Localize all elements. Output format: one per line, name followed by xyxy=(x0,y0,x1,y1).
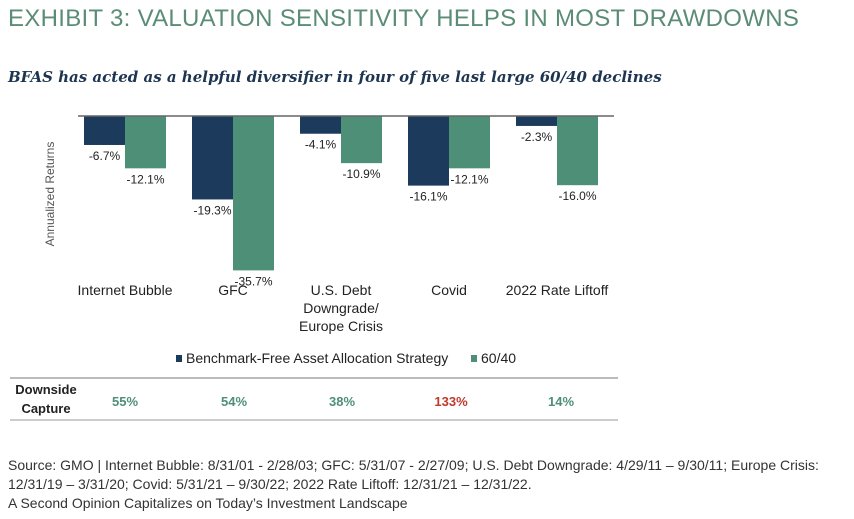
category-label-2-line-0: U.S. Debt xyxy=(311,282,372,298)
data-label-60-40-1: -35.7% xyxy=(234,274,272,288)
category-label-4: 2022 Rate Liftoff xyxy=(506,282,609,298)
data-label-bfas-1: -19.3% xyxy=(193,203,231,217)
category-label-0: Internet Bubble xyxy=(78,282,173,298)
capture-label-line-1: Capture xyxy=(21,401,70,416)
source-line-2: 12/31/19 – 3/31/20; Covid: 5/31/21 – 9/3… xyxy=(8,476,532,492)
bar-60-40-1 xyxy=(233,116,274,271)
capture-value-4: 14% xyxy=(548,394,574,409)
category-label-3: Covid xyxy=(431,282,467,298)
bar-bfas-2 xyxy=(300,116,341,134)
bar-60-40-3 xyxy=(449,116,490,169)
bar-60-40-0 xyxy=(125,116,166,169)
bar-60-40-4 xyxy=(557,116,598,186)
data-label-60-40-2: -10.9% xyxy=(342,167,380,181)
capture-value-2: 38% xyxy=(329,394,355,409)
bar-bfas-0 xyxy=(84,116,125,145)
capture-value-1: 54% xyxy=(221,394,247,409)
category-label-2-line-1: Downgrade/ xyxy=(303,300,379,316)
data-label-60-40-0: -12.1% xyxy=(126,172,164,186)
data-label-bfas-0: -6.7% xyxy=(89,149,121,163)
bar-bfas-3 xyxy=(408,116,449,186)
bar-chart: Annualized Returns -6.7% -19.3% -4.1% -16.1%… xyxy=(10,115,618,421)
exhibit-title: EXHIBIT 3: VALUATION SENSITIVITY HELPS I… xyxy=(8,5,800,32)
data-label-bfas-3: -16.1% xyxy=(409,190,447,204)
legend-label-bfas: Benchmark-Free Asset Allocation Strategy xyxy=(186,350,448,366)
chart-subtitle: BFAS has acted as a helpful diversifier … xyxy=(8,68,662,86)
data-label-bfas-2: -4.1% xyxy=(305,138,337,152)
bar-60-40-2 xyxy=(341,116,382,164)
source-line-1: Source: GMO | Internet Bubble: 8/31/01 -… xyxy=(8,457,819,473)
data-label-60-40-4: -16.0% xyxy=(558,189,596,203)
capture-value-0: 55% xyxy=(112,394,138,409)
category-label-1: GFC xyxy=(218,282,248,298)
bar-bfas-1 xyxy=(192,116,233,200)
capture-value-3: 133% xyxy=(434,394,468,409)
category-label-2-line-2: Europe Crisis xyxy=(299,318,383,334)
capture-label-line-0: Downside xyxy=(15,382,76,397)
data-label-bfas-4: -2.3% xyxy=(521,130,553,144)
legend-swatch-60-40 xyxy=(471,355,477,362)
bar-bfas-4 xyxy=(516,116,557,126)
legend-swatch-bfas xyxy=(176,355,182,362)
legend-label-60-40: 60/40 xyxy=(481,350,516,366)
source-line-3: A Second Opinion Capitalizes on Today’s … xyxy=(8,495,408,511)
source-note: Source: GMO | Internet Bubble: 8/31/01 -… xyxy=(8,456,848,513)
data-label-60-40-3: -12.1% xyxy=(450,172,488,186)
y-axis-label: Annualized Returns xyxy=(43,142,57,247)
